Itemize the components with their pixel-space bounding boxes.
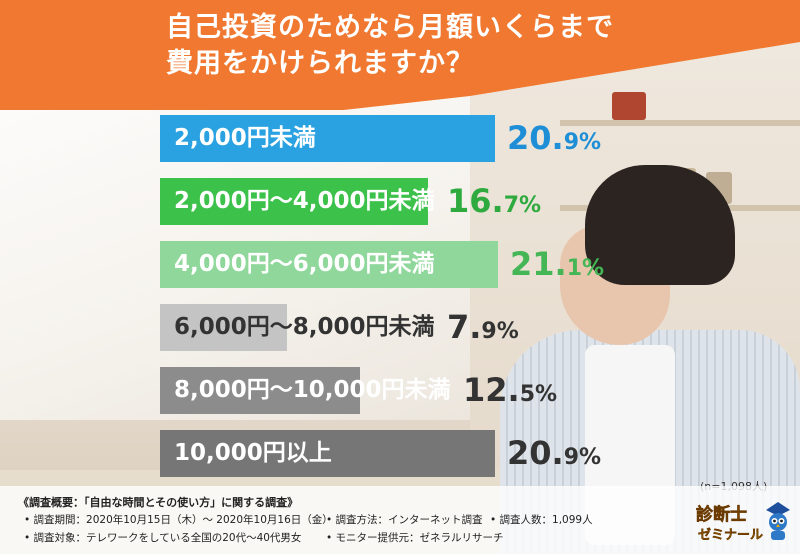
bar-value-number: 16. (447, 182, 504, 220)
bar-value-percent: 9% (563, 445, 602, 470)
bar (160, 241, 498, 288)
bar-category-label: 10,000円以上 (174, 440, 332, 466)
bar (160, 367, 360, 414)
survey-target: • 調査対象：テレワークをしている全国の20代～40代男女 (24, 532, 302, 544)
bar-value-number: 20. (507, 434, 564, 472)
bar-value-label: 21.1% (510, 237, 604, 297)
background-shelf (560, 120, 800, 126)
bar (160, 304, 287, 351)
background-person-hair (585, 165, 735, 285)
bar-category-label: 2,000円～4,000円未満 (174, 188, 435, 214)
survey-period: • 調査期間：2020年10月15日（木）～ 2020年10月16日（金） (24, 514, 333, 526)
bar (160, 115, 495, 162)
bar-value-number: 20. (507, 119, 564, 157)
chart-title: 自己投資のためなら月額いくらまで 費用をかけられますか？ (166, 10, 614, 82)
survey-footer (0, 486, 800, 554)
bar (160, 178, 428, 225)
bar-category-label: 2,000円未満 (174, 125, 316, 151)
logo-text-line1: 診断士 (696, 505, 748, 526)
chart-title-line2: 費用をかけられますか？ (166, 48, 474, 79)
bar-value-label: 12.5% (463, 363, 557, 423)
survey-provider: • モニター提供元：ゼネラルリサーチ (326, 532, 504, 544)
logo-text-line2: ゼミナール (698, 528, 764, 543)
brand-logo: 診断士 ゼミナール (696, 500, 796, 548)
bar-value-percent: 9% (563, 130, 602, 155)
bar-category-label: 8,000円～10,000円未満 (174, 377, 451, 403)
bar-value-label: 20.9% (507, 111, 601, 171)
chart-title-line1: 自己投資のためなら月額いくらまで (166, 12, 614, 43)
bar-value-percent: 5% (519, 382, 558, 407)
bar-value-label: 16.7% (447, 174, 541, 234)
bar-value-number: 7. (447, 308, 482, 346)
mascot-icon (766, 502, 790, 540)
bar-category-label: 4,000円～6,000円未満 (174, 251, 435, 277)
survey-footer-title: 《調査概要：「自由な時間とその使い方」に関する調査》 (18, 496, 299, 509)
bar-value-percent: 7% (503, 193, 542, 218)
survey-respondents: • 調査人数：1,099人 (490, 514, 593, 526)
bar-value-label: 7.9% (447, 300, 519, 360)
bar-value-percent: 1% (566, 256, 605, 281)
bar-value-label: 20.9% (507, 426, 601, 486)
bar-value-percent: 9% (481, 319, 519, 344)
bar (160, 430, 495, 477)
bar-value-number: 12. (463, 371, 520, 409)
survey-method: • 調査方法：インターネット調査 (326, 514, 483, 526)
bar-category-label: 6,000円～8,000円未満 (174, 314, 435, 340)
bar-value-number: 21. (510, 245, 567, 283)
